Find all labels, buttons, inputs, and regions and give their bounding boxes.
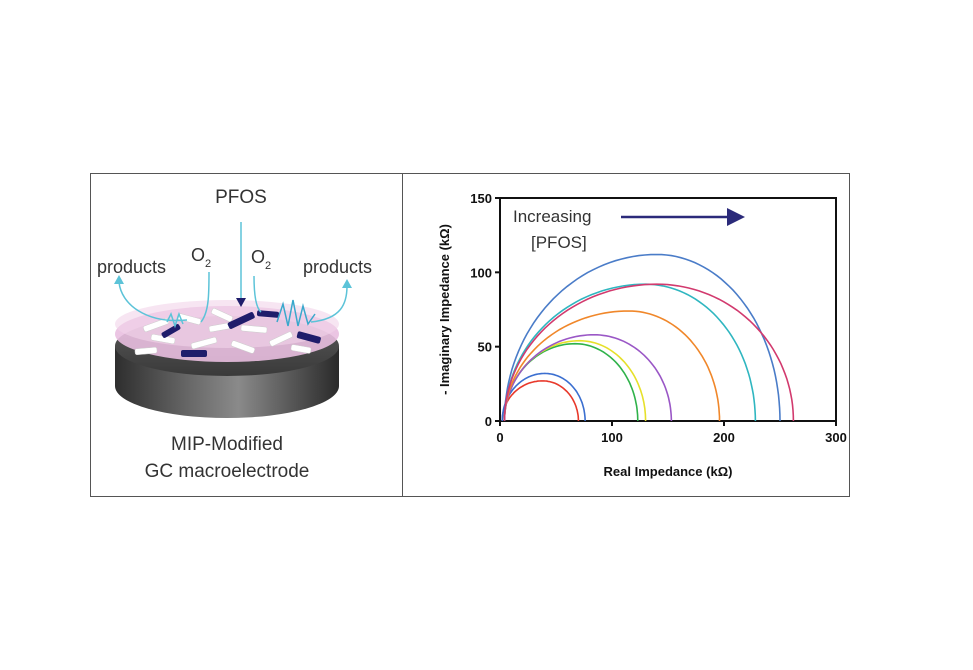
- series-group: [501, 253, 795, 422]
- bound-pfos-molecules: [161, 310, 321, 357]
- oxygen-right-label: O: [251, 247, 265, 267]
- series-line-9: [503, 283, 795, 422]
- caption-line-1: MIP-Modified: [171, 434, 283, 455]
- oxygen-left-subscript: 2: [205, 258, 211, 270]
- caption-line-2: GC macroelectrode: [145, 461, 310, 482]
- series-line-5: [503, 334, 673, 422]
- x-axis-title: Real Impedance (kΩ): [604, 464, 733, 479]
- oxygen-right-subscript: 2: [265, 260, 271, 272]
- y-axis-title: - Imaginary Impedance (kΩ): [437, 224, 452, 395]
- annotation-pfos: [PFOS]: [531, 233, 587, 252]
- tick-labels: 0 100 200 300 0 50 100 150: [470, 191, 847, 445]
- x-tick-label: 0: [496, 430, 503, 445]
- axes: [495, 197, 837, 426]
- series-line-1: [501, 380, 580, 422]
- products-right-label: products: [303, 257, 372, 277]
- panel-divider: [402, 173, 403, 497]
- series-line-6: [503, 310, 721, 422]
- electrode-schematic: PFOS O 2 O 2 products products MIP-Modif…: [97, 187, 372, 482]
- plot-frame: [499, 197, 837, 422]
- y-tick-label: 100: [470, 265, 492, 280]
- reaction-arrows: [114, 222, 352, 329]
- y-tick-label: 50: [478, 340, 492, 355]
- increasing-arrow: [621, 208, 745, 226]
- x-tick-label: 200: [713, 430, 735, 445]
- arrow-head: [727, 208, 745, 226]
- y-tick-label: 0: [485, 414, 492, 429]
- oxygen-left-label: O: [191, 245, 205, 265]
- x-tick-label: 300: [825, 430, 847, 445]
- y-tick-label: 150: [470, 191, 492, 206]
- series-line-8: [503, 253, 781, 422]
- pfos-label: PFOS: [215, 187, 267, 208]
- annotation-increasing: Increasing: [513, 207, 591, 226]
- x-tick-label: 100: [601, 430, 623, 445]
- products-left-label: products: [97, 257, 166, 277]
